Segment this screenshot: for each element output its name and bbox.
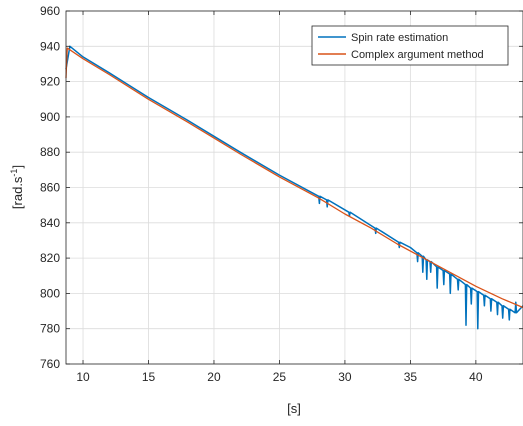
- legend: Spin rate estimation Complex argument me…: [311, 25, 509, 66]
- series-lines: [65, 45, 523, 330]
- axis-ticks: 10 15 20 25 30 35 40 760 780 800 820 840 860 880 900 92…: [40, 4, 523, 384]
- y-tick-label: 880: [40, 145, 60, 159]
- y-tick-label: 940: [40, 39, 60, 53]
- y-tick-label: 900: [40, 110, 60, 124]
- y-tick-label: 860: [40, 181, 60, 195]
- y-axis-label-close: ]: [10, 165, 25, 169]
- legend-label-complex: Complex argument method: [351, 49, 484, 61]
- y-axis-label: [rad.s-1]: [9, 165, 25, 209]
- y-tick-label: 800: [40, 286, 60, 300]
- series-line-complex-argument-method: [65, 47, 523, 309]
- y-tick-label: 760: [40, 357, 60, 371]
- x-axis-label: [s]: [287, 401, 301, 416]
- y-tick-label: 920: [40, 75, 60, 89]
- legend-label-spin: Spin rate estimation: [351, 32, 448, 44]
- y-axis-label-main: [rad.s: [10, 176, 25, 209]
- x-tick-label: 15: [142, 370, 156, 384]
- y-tick-label: 840: [40, 216, 60, 230]
- y-tick-label: 780: [40, 322, 60, 336]
- y-tick-label: 960: [40, 4, 60, 18]
- x-tick-label: 20: [207, 370, 221, 384]
- x-tick-label: 10: [76, 370, 90, 384]
- y-axis-label-superscript: -1: [9, 169, 19, 177]
- y-tick-label: 820: [40, 251, 60, 265]
- legend-box: [311, 25, 509, 66]
- x-tick-label: 30: [338, 370, 352, 384]
- series-line-spin-rate-estimation: [65, 45, 523, 330]
- x-tick-label: 25: [273, 370, 287, 384]
- x-tick-label: 40: [469, 370, 483, 384]
- x-tick-label: 35: [404, 370, 418, 384]
